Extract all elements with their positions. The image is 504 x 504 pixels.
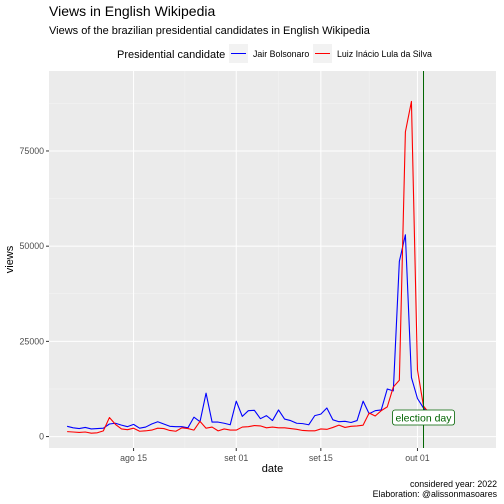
- y-tick-label: 0: [39, 432, 44, 442]
- election-day-label: election day: [395, 413, 452, 425]
- annotations: election day: [392, 71, 455, 448]
- plot-panel: [49, 71, 496, 448]
- x-tick-label: set 01: [224, 453, 248, 463]
- y-axis-title: views: [4, 245, 16, 273]
- x-axis-title: date: [262, 463, 283, 475]
- chart-subtitle: Views of the brazilian presidential cand…: [49, 25, 371, 37]
- legend-label-1: Jair Bolsonaro: [253, 49, 309, 59]
- caption-line-1: considered year: 2022: [410, 479, 497, 489]
- x-tick-label: out 01: [405, 453, 430, 463]
- series-lines: [66, 100, 430, 434]
- legend-label-2: Luiz Inácio Lula da Silva: [337, 49, 432, 59]
- legend-title: Presidential candidate: [117, 49, 225, 61]
- y-tick-label: 75000: [20, 146, 45, 156]
- axes: 0 25000 50000 75000 ago 15 set 01 set 15 out 01: [20, 146, 430, 463]
- election-day-label-box: [392, 409, 455, 426]
- chart-title: Views in English Wikipedia: [49, 3, 215, 19]
- grid: [49, 71, 496, 448]
- x-tick-label: ago 15: [120, 453, 147, 463]
- y-tick-label: 25000: [20, 336, 45, 346]
- caption-line-2: Elaboration: @alissonmasoares: [373, 489, 498, 499]
- legend: Presidential candidate Jair Bolsonaro Lu…: [117, 44, 432, 63]
- series-line-2: [67, 100, 430, 434]
- y-tick-label: 50000: [20, 241, 45, 251]
- x-tick-label: set 15: [309, 453, 333, 463]
